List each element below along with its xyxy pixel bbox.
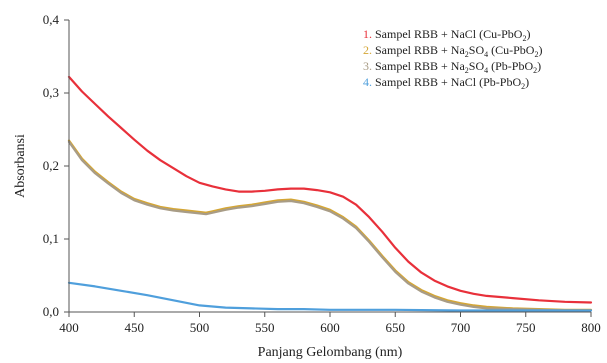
legend: 1. Sampel RBB + NaCl (Cu-PbO2)2. Sampel … — [363, 27, 542, 91]
series-line-4 — [67, 281, 593, 312]
legend-entry-2: 2. Sampel RBB + Na2SO4 (Cu-PbO2) — [363, 43, 542, 59]
y-tick-label: 0,0 — [43, 304, 59, 319]
legend-number: 3. — [363, 59, 375, 73]
legend-subscript: 2 — [465, 50, 469, 59]
legend-subscript: 4 — [484, 66, 488, 75]
legend-entry-3: 3. Sampel RBB + Na2SO4 (Pb-PbO2) — [363, 59, 541, 75]
y-tick-label: 0,3 — [43, 85, 59, 100]
y-tick-group: 0,0 0,1 0,2 0,3 0,4 — [43, 12, 69, 319]
x-tick-label: 800 — [581, 320, 601, 335]
x-tick-label: 500 — [190, 320, 210, 335]
plot-series-group — [67, 75, 593, 312]
y-tick-label: 0,4 — [43, 12, 60, 27]
legend-entry-4: 4. Sampel RBB + NaCl (Pb-PbO2) — [363, 75, 529, 91]
series-line-3 — [67, 140, 593, 312]
legend-label-part: (Pb-PbO — [488, 59, 533, 73]
legend-label-part: SO — [469, 59, 485, 73]
legend-label-part: ) — [538, 43, 542, 57]
legend-number: 2. — [363, 43, 375, 57]
series-line-1 — [67, 75, 593, 304]
x-tick-label: 550 — [255, 320, 275, 335]
x-tick-label: 700 — [451, 320, 471, 335]
legend-label-part: ) — [525, 75, 529, 89]
legend-subscript: 2 — [534, 50, 538, 59]
y-axis-title: Absorbansi — [13, 134, 28, 198]
y-tick-label: 0,2 — [43, 158, 59, 173]
x-tick-label: 750 — [516, 320, 536, 335]
y-tick-label: 0,1 — [43, 231, 59, 246]
series-line-2 — [67, 139, 593, 311]
x-tick-label: 600 — [320, 320, 340, 335]
legend-subscript: 2 — [533, 66, 537, 75]
legend-label-part: ) — [526, 27, 530, 41]
legend-label-part: SO — [469, 43, 485, 57]
legend-label-part: Sampel RBB + Na — [375, 43, 465, 57]
legend-subscript: 2 — [465, 66, 469, 75]
legend-subscript: 2 — [521, 82, 525, 91]
legend-label-part: (Cu-PbO — [488, 43, 535, 57]
x-tick-label: 400 — [59, 320, 79, 335]
x-axis-title: Panjang Gelombang (nm) — [258, 345, 403, 360]
x-tick-label: 450 — [125, 320, 145, 335]
legend-number: 1. — [363, 27, 375, 41]
legend-subscript: 4 — [484, 50, 488, 59]
legend-entry-1: 1. Sampel RBB + NaCl (Cu-PbO2) — [363, 27, 530, 43]
legend-label-part: Sampel RBB + NaCl (Pb-PbO — [375, 75, 521, 89]
legend-label-part: Sampel RBB + Na — [375, 59, 465, 73]
legend-number: 4. — [363, 75, 375, 89]
x-tick-group: 400 450 500 550 600 650 700 750 800 — [59, 312, 601, 335]
x-tick-label: 650 — [386, 320, 406, 335]
legend-subscript: 2 — [522, 34, 526, 43]
legend-label-part: Sampel RBB + NaCl (Cu-PbO — [375, 27, 523, 41]
legend-label-part: ) — [537, 59, 541, 73]
